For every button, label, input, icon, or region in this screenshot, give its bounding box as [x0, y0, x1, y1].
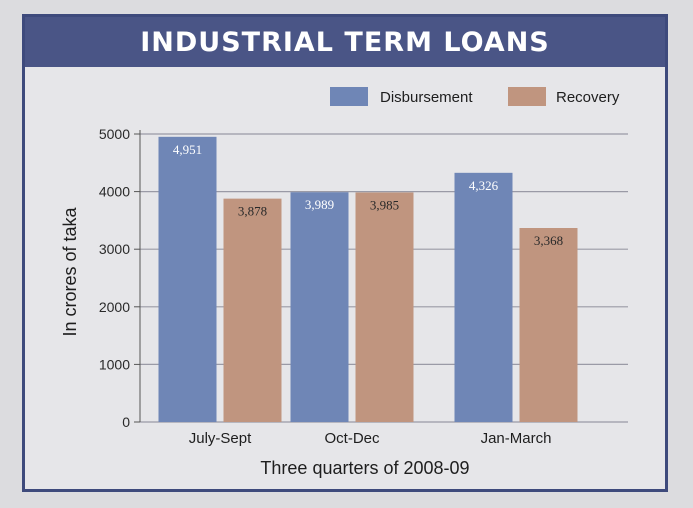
bar-recovery-0 — [223, 198, 282, 422]
y-axis-title: In crores of taka — [60, 206, 80, 336]
x-axis: July-Sept Oct-Dec Jan-March — [189, 430, 552, 447]
y-tick-label: 4000 — [99, 184, 130, 200]
data-label: 3,878 — [238, 204, 267, 219]
y-tick-label: 2000 — [99, 299, 130, 315]
chart-title: INDUSTRIAL TERM LOANS — [25, 17, 665, 67]
bar-recovery-1 — [355, 192, 414, 422]
y-axis: 0 1000 2000 3000 4000 5000 — [99, 126, 141, 430]
data-label: 3,985 — [370, 197, 399, 212]
y-tick-label: 3000 — [99, 241, 130, 257]
legend-label-recovery: Recovery — [556, 89, 620, 106]
bar-disbursement-0 — [158, 136, 217, 423]
bar-recovery-2 — [519, 228, 578, 422]
data-label: 3,989 — [305, 197, 334, 212]
y-tick-label: 5000 — [99, 126, 130, 142]
legend: Disbursement Recovery — [330, 87, 620, 106]
legend-swatch-disbursement — [330, 87, 368, 106]
y-tick-label: 1000 — [99, 356, 130, 372]
data-label: 4,951 — [173, 142, 202, 157]
x-category-label: July-Sept — [189, 430, 252, 447]
legend-swatch-recovery — [508, 87, 546, 106]
y-tick-label: 0 — [122, 414, 130, 430]
legend-label-disbursement: Disbursement — [380, 89, 473, 106]
bars: 4,951 3,878 3,989 3,985 4,326 3,368 — [158, 136, 578, 423]
bar-disbursement-1 — [290, 192, 349, 422]
bar-disbursement-2 — [454, 172, 513, 422]
data-label: 4,326 — [469, 178, 499, 193]
x-category-label: Oct-Dec — [324, 430, 380, 447]
x-axis-title: Three quarters of 2008-09 — [260, 458, 469, 478]
data-label: 3,368 — [534, 233, 563, 248]
x-category-label: Jan-March — [481, 430, 552, 447]
